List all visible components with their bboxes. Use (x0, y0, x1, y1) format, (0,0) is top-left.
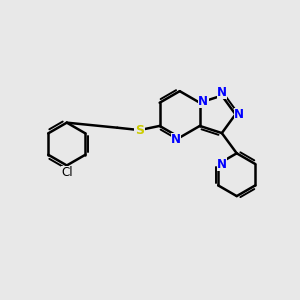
Text: N: N (234, 108, 244, 121)
Text: N: N (198, 95, 208, 108)
Text: N: N (217, 158, 227, 170)
Text: Cl: Cl (61, 167, 73, 179)
Text: S: S (135, 124, 144, 136)
Text: N: N (217, 85, 227, 98)
Text: N: N (171, 134, 181, 146)
